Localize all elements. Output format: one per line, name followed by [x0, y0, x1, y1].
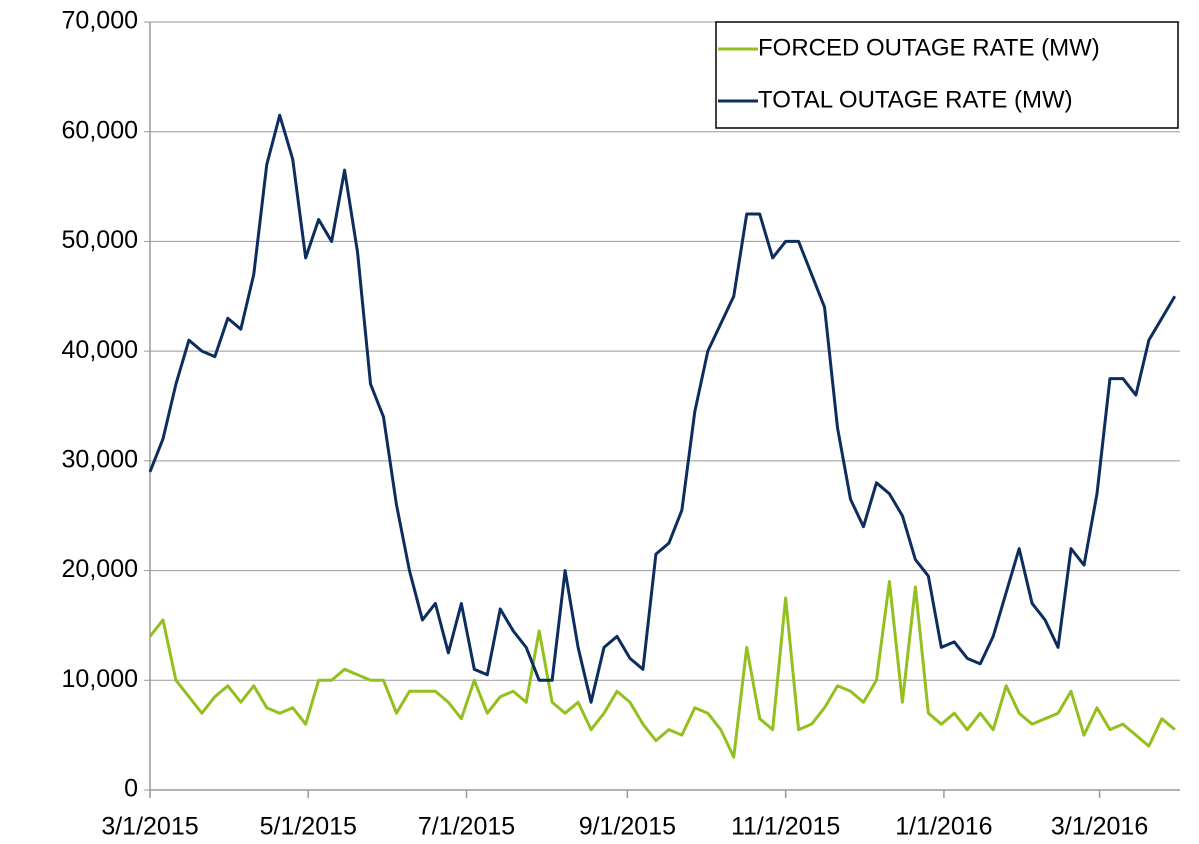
y-tick-label: 10,000	[62, 665, 138, 693]
x-tick-label: 11/1/2015	[731, 813, 840, 841]
legend-label: FORCED OUTAGE RATE (MW)	[758, 34, 1100, 61]
legend-box	[715, 21, 1179, 129]
y-tick-label: 0	[124, 775, 138, 803]
series-line	[148, 113, 1177, 704]
x-tick-label: 9/1/2015	[579, 813, 676, 841]
y-tick-label: 30,000	[62, 445, 138, 473]
x-tick-label: 3/1/2015	[101, 813, 198, 841]
y-tick-label: 40,000	[62, 336, 138, 364]
x-tick-label: 1/1/2016	[895, 813, 992, 841]
y-tick-label: 50,000	[62, 226, 138, 254]
legend: FORCED OUTAGE RATE (MW) TOTAL OUTAGE RATE…	[715, 21, 1179, 129]
y-tick-label: 70,000	[62, 7, 138, 35]
x-tick-label: 3/1/2016	[1051, 813, 1148, 841]
legend-label: TOTAL OUTAGE RATE (MW)	[758, 86, 1073, 113]
series-line	[148, 580, 1176, 759]
x-tick-label: 5/1/2015	[260, 813, 357, 841]
y-tick-label: 20,000	[62, 555, 138, 583]
x-tick-label: 7/1/2015	[418, 813, 515, 841]
y-tick-label: 60,000	[62, 116, 138, 144]
